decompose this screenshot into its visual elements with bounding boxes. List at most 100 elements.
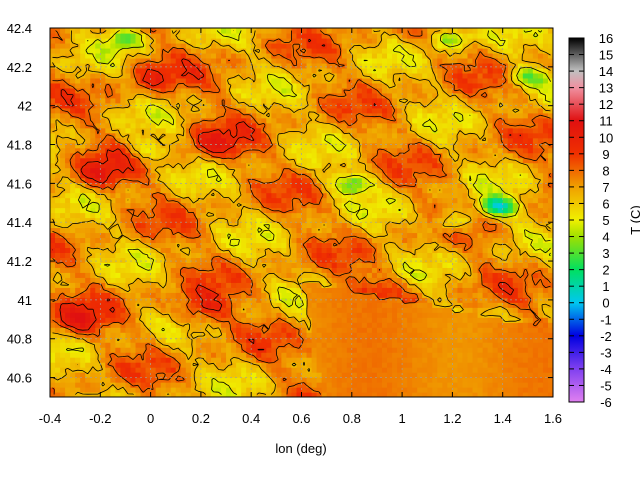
heatmap-cell — [150, 292, 157, 298]
heatmap-cell — [276, 267, 282, 273]
heatmap-cell — [452, 272, 459, 278]
heatmap-cell — [70, 177, 76, 184]
heatmap-cell — [180, 252, 187, 258]
heatmap-cell — [442, 347, 448, 353]
heatmap-cell — [457, 342, 464, 348]
heatmap-cell — [442, 262, 448, 268]
heatmap-cell — [261, 387, 267, 393]
heatmap-cell — [517, 187, 524, 194]
heatmap-cell — [306, 337, 313, 343]
heatmap-cell — [65, 317, 71, 323]
heatmap-cell — [417, 197, 423, 204]
heatmap-cell — [75, 267, 81, 273]
heatmap-cell — [402, 207, 408, 214]
heatmap-cell — [130, 192, 137, 199]
heatmap-cell — [306, 392, 313, 397]
heatmap-cell — [306, 147, 313, 154]
heatmap-cell — [80, 247, 86, 253]
heatmap-cell — [70, 212, 76, 219]
heatmap-cell — [321, 327, 328, 333]
heatmap-cell — [321, 157, 328, 164]
heatmap-cell — [397, 297, 403, 303]
heatmap-cell — [246, 207, 252, 214]
heatmap-cell — [356, 232, 363, 239]
heatmap-cell — [361, 182, 368, 189]
heatmap-cell — [442, 182, 448, 189]
heatmap-cell — [246, 252, 252, 258]
heatmap-cell — [135, 197, 142, 204]
heatmap-cell — [512, 147, 519, 154]
heatmap-cell — [215, 237, 222, 244]
heatmap-cell — [210, 347, 217, 353]
heatmap-cell — [160, 382, 167, 388]
heatmap-cell — [286, 332, 293, 338]
heatmap-cell — [145, 202, 152, 209]
heatmap-cell — [226, 322, 232, 328]
heatmap-cell — [376, 387, 383, 393]
heatmap-cell — [120, 187, 127, 194]
heatmap-cell — [341, 222, 348, 229]
heatmap-cell — [246, 247, 252, 253]
heatmap-cell — [336, 337, 343, 343]
heatmap-cell — [316, 202, 323, 209]
heatmap-cell — [266, 262, 272, 268]
heatmap-cell — [175, 247, 182, 253]
heatmap-cell — [165, 387, 172, 393]
heatmap-cell — [276, 392, 282, 397]
heatmap-cell — [231, 157, 237, 164]
heatmap-cell — [190, 367, 197, 373]
heatmap-cell — [477, 312, 484, 318]
heatmap-cell — [125, 377, 132, 383]
heatmap-cell — [316, 387, 323, 393]
heatmap-cell — [155, 357, 162, 363]
heatmap-cell — [205, 157, 212, 164]
heatmap-cell — [387, 302, 393, 308]
heatmap-cell — [316, 332, 323, 338]
heatmap-cell — [246, 302, 252, 308]
heatmap-cell — [462, 162, 469, 169]
heatmap-cell — [336, 197, 343, 204]
heatmap-cell — [407, 347, 413, 353]
heatmap-cell — [462, 317, 469, 323]
heatmap-cell — [442, 307, 448, 313]
heatmap-cell — [422, 317, 428, 323]
heatmap-cell — [472, 272, 479, 278]
heatmap-cell — [155, 292, 162, 298]
heatmap-cell — [60, 182, 66, 189]
heatmap-cell — [190, 267, 197, 273]
heatmap-cell — [387, 197, 393, 204]
heatmap-cell — [472, 242, 479, 249]
heatmap-cell — [165, 327, 172, 333]
heatmap-cell — [190, 262, 197, 268]
heatmap-cell — [457, 262, 464, 268]
heatmap-cell — [130, 197, 137, 204]
heatmap-cell — [205, 387, 212, 393]
heatmap-cell — [266, 207, 272, 214]
heatmap-cell — [407, 267, 413, 273]
heatmap-cell — [507, 242, 514, 249]
heatmap-cell — [356, 292, 363, 298]
heatmap-cell — [60, 297, 66, 303]
heatmap-cell — [447, 172, 453, 179]
heatmap-cell — [472, 377, 479, 383]
heatmap-cell — [50, 252, 56, 258]
heatmap-cell — [482, 262, 489, 268]
heatmap-cell — [457, 187, 464, 194]
heatmap-cell — [80, 277, 86, 283]
heatmap-cell — [150, 187, 157, 194]
heatmap-cell — [306, 227, 313, 234]
heatmap-cell — [296, 367, 303, 373]
heatmap-cell — [306, 297, 313, 303]
heatmap-cell — [266, 177, 272, 184]
heatmap-cell — [286, 222, 293, 229]
heatmap-cell — [361, 292, 368, 298]
heatmap-cell — [392, 322, 398, 328]
heatmap-cell — [376, 237, 383, 244]
heatmap-cell — [170, 212, 177, 219]
heatmap-cell — [316, 277, 323, 283]
heatmap-cell — [457, 362, 464, 368]
heatmap-cell — [497, 387, 504, 393]
heatmap-cell — [190, 257, 197, 263]
heatmap-cell — [542, 167, 549, 174]
heatmap-cell — [497, 167, 504, 174]
